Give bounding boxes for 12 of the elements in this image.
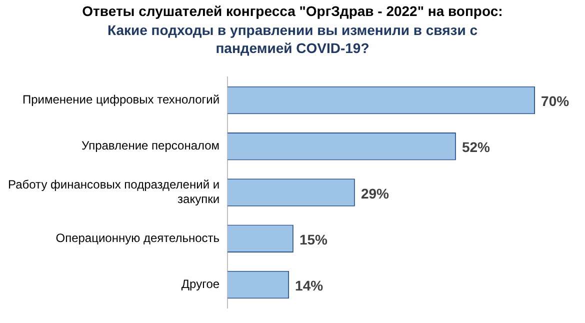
data-label: 52% [462, 139, 491, 156]
y-tick-label: Работу финансовых подразделений и закупки [8, 178, 220, 206]
data-label: 15% [299, 231, 328, 248]
data-label: 29% [360, 185, 390, 202]
data-label: 70% [541, 93, 570, 110]
y-tick-label: Другое [181, 277, 220, 292]
y-tick-label: Применение цифровых технологий [22, 92, 220, 107]
data-label: 14% [295, 278, 324, 294]
chart-title: Ответы слушателей конгресса "ОргЗдрав - 2022" на вопрос: [81, 3, 504, 19]
y-tick-label: Операционную деятельность [56, 230, 220, 245]
y-tick-label: Управление персоналом [81, 138, 220, 153]
chart-subtitle: Какие подходы в управлении вы изменили в связи с пандемией COVID-19? [106, 21, 478, 57]
